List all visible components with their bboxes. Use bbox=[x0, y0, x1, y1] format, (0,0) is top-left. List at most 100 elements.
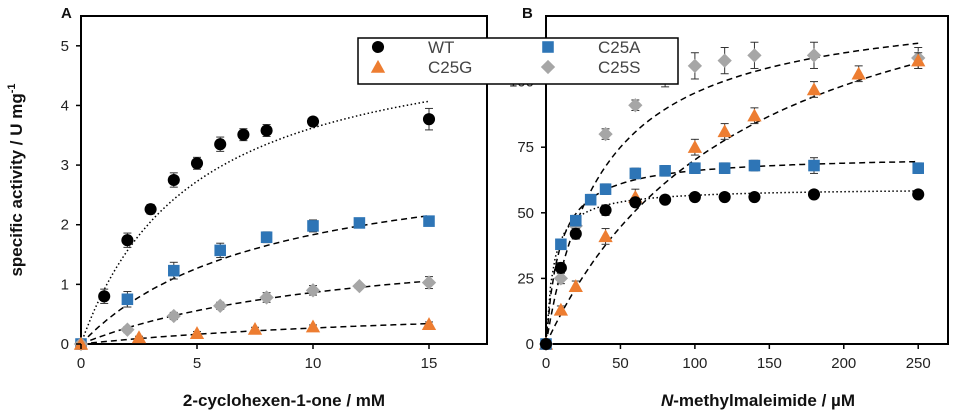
panel-b-x-axis-label: N-methylmaleimide / µM bbox=[661, 391, 855, 410]
legend-label-wt: WT bbox=[428, 38, 454, 57]
legend-entries: WT C25A C25G C25S bbox=[370, 38, 641, 77]
panel-b-point-c25a bbox=[748, 159, 761, 172]
panel-b-fit-curve-c25a bbox=[545, 160, 919, 345]
panel-a-y-tick-label-5: 5 bbox=[61, 38, 69, 55]
panel-a-point-c25g bbox=[189, 326, 205, 339]
panel-b-y-tick-label-50: 50 bbox=[517, 205, 534, 222]
panel-b-point-c25s bbox=[598, 126, 613, 142]
panel-b-point-c25g bbox=[851, 66, 866, 80]
panel-b-fit-curve-c25s bbox=[545, 42, 919, 345]
panel-a-point-c25g bbox=[305, 319, 321, 333]
panel-a-y-tick-label-2: 2 bbox=[61, 217, 69, 234]
panel-b-point-wt bbox=[659, 193, 672, 206]
panel-a-x-tick-label-5: 5 bbox=[193, 355, 201, 372]
panel-b-point-c25s bbox=[687, 58, 703, 74]
panel-a-y-tick-label-0: 0 bbox=[61, 336, 69, 353]
panel-b-point-wt bbox=[629, 196, 642, 209]
panel-b-point-wt bbox=[912, 188, 925, 201]
panel-a-point-wt bbox=[260, 124, 273, 137]
panel-b-label: B bbox=[522, 5, 533, 22]
panel-b-point-c25s bbox=[717, 53, 732, 68]
panel-a: A 0 5 10 15 0 1 2 3 4 5 2-cyclohexen-1-one / mM bbox=[61, 5, 488, 410]
panel-a-y-tick-label-3: 3 bbox=[61, 157, 69, 174]
panel-b-x-axis-label-italic: N bbox=[661, 391, 674, 410]
panel-b-fit-curve-c25g bbox=[545, 62, 919, 345]
panel-a-point-c25s bbox=[259, 290, 274, 305]
panel-b-series bbox=[538, 41, 926, 352]
panel-a-y-tick-label-4: 4 bbox=[61, 97, 69, 114]
panel-b-plot-frame bbox=[545, 15, 949, 345]
y-axis-label-superscript: -1 bbox=[6, 83, 18, 93]
legend-label-c25g: C25G bbox=[428, 58, 472, 77]
panel-b-x-tick-label-50: 50 bbox=[612, 355, 629, 372]
panel-a-point-c25a bbox=[353, 217, 366, 229]
panel-a-point-c25g bbox=[131, 330, 147, 344]
panel-b-y-tick-label-25: 25 bbox=[517, 270, 534, 287]
panel-b-point-wt bbox=[554, 261, 567, 274]
legend: WT C25A C25G C25S bbox=[357, 37, 679, 85]
panel-a-point-c25a bbox=[423, 215, 435, 227]
panel-b-point-c25s bbox=[747, 48, 762, 63]
panel-b-point-c25s bbox=[553, 271, 569, 286]
legend-marker-c25g bbox=[370, 59, 386, 73]
panel-b-point-wt bbox=[807, 188, 821, 201]
panel-a-plot-frame bbox=[80, 15, 488, 345]
panel-b-x-tick-label-150: 150 bbox=[757, 355, 782, 372]
panel-a-point-c25s bbox=[213, 298, 228, 313]
panel-b-point-c25g bbox=[747, 108, 762, 122]
panel-b-point-c25g bbox=[568, 279, 583, 292]
panel-b-point-c25a bbox=[555, 238, 567, 251]
panel-b-point-c25a bbox=[629, 167, 642, 180]
panel-a-fit-curve-c25a bbox=[80, 214, 430, 345]
legend-marker-c25a bbox=[542, 41, 554, 53]
panel-a-point-wt bbox=[214, 138, 227, 151]
panel-a-point-c25a bbox=[168, 264, 180, 277]
panel-b-point-c25a bbox=[912, 162, 924, 174]
panel-b-y-tick-label-75: 75 bbox=[517, 139, 534, 156]
panel-b-point-c25s bbox=[806, 48, 822, 63]
panel-a-point-c25s bbox=[352, 279, 367, 294]
legend-box bbox=[357, 37, 679, 85]
panel-a-point-c25s bbox=[166, 308, 181, 324]
panel-a-point-wt bbox=[98, 290, 111, 303]
panel-b-point-c25g bbox=[687, 140, 703, 153]
panel-b-point-wt bbox=[599, 204, 612, 217]
legend-label-c25a: C25A bbox=[598, 38, 641, 57]
panel-a-label: A bbox=[61, 5, 72, 22]
panel-b-point-wt bbox=[718, 191, 731, 204]
panel-b-point-wt bbox=[688, 191, 701, 204]
y-axis-label-main: specific activity / U mg bbox=[7, 93, 26, 276]
panel-b-point-c25a bbox=[599, 183, 612, 195]
panel-a-point-c25s bbox=[421, 275, 437, 290]
panel-b-x-tick-label-200: 200 bbox=[831, 355, 856, 372]
panel-a-x-tick-label-15: 15 bbox=[421, 355, 438, 372]
panel-b-point-c25a bbox=[659, 165, 671, 177]
y-axis-label: specific activity / U mg-1 bbox=[6, 83, 26, 276]
panel-b-point-wt bbox=[748, 191, 761, 204]
panel-b-point-c25g bbox=[806, 82, 822, 96]
panel-a-point-wt bbox=[422, 113, 436, 126]
panel-b-point-c25g bbox=[553, 302, 569, 316]
panel-a-point-wt bbox=[190, 157, 204, 170]
panel-a-fit-curve-c25s bbox=[80, 280, 430, 345]
panel-a-point-c25a bbox=[121, 293, 134, 306]
panel-b-x-tick-label-100: 100 bbox=[682, 355, 707, 372]
panel-a-point-c25g bbox=[247, 321, 263, 335]
panel-b-point-c25a bbox=[808, 159, 820, 172]
panel-b-x-axis-label-rest: -methylmaleimide / µM bbox=[673, 391, 855, 410]
panel-b-point-c25g bbox=[598, 229, 613, 243]
panel-a-point-wt bbox=[121, 234, 134, 247]
panel-a-point-c25s bbox=[305, 283, 321, 298]
legend-marker-wt bbox=[371, 40, 385, 54]
legend-label-c25s: C25S bbox=[598, 58, 641, 77]
panel-a-point-c25a bbox=[260, 231, 273, 244]
panel-b-point-c25g bbox=[911, 53, 926, 67]
panel-a-point-c25a bbox=[307, 220, 319, 232]
panel-a-series bbox=[73, 100, 437, 352]
panel-a-point-wt bbox=[306, 115, 320, 128]
panel-b-point-c25s bbox=[628, 98, 643, 113]
panel-a-point-c25a bbox=[214, 244, 226, 257]
panel-b: B 0501001502002500255075100 N-methylmale… bbox=[509, 5, 949, 410]
panel-b-point-c25a bbox=[689, 162, 701, 174]
